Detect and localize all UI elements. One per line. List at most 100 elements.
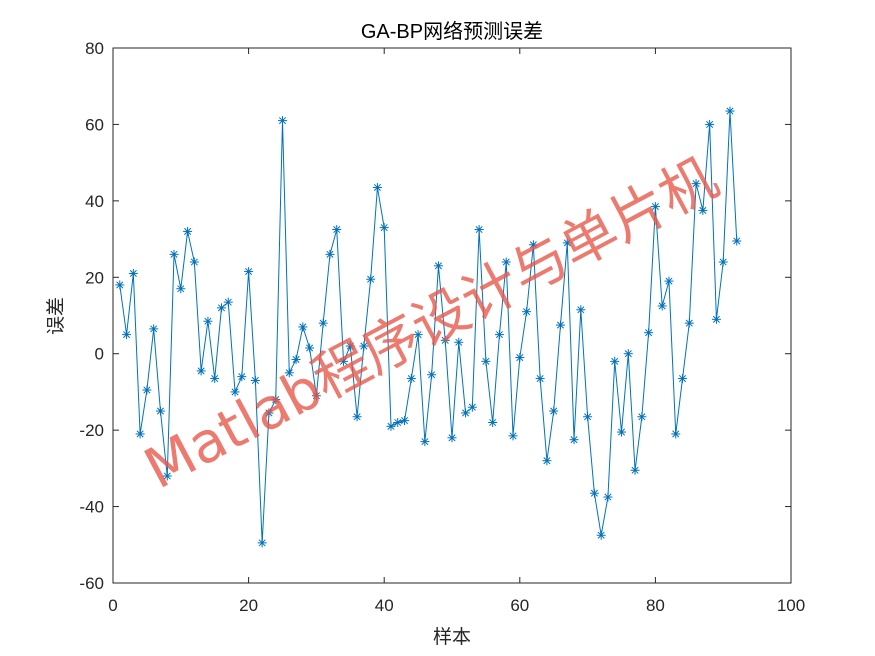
data-point-marker (183, 226, 193, 236)
data-point-marker (359, 341, 369, 351)
data-point-marker (318, 318, 328, 328)
data-point-marker (420, 437, 430, 447)
data-point-marker (488, 418, 498, 427)
data-point-marker (603, 492, 613, 502)
data-point-marker (494, 330, 504, 340)
chart-title: GA-BP网络预测误差 (361, 20, 543, 43)
x-tick-label: 40 (375, 596, 394, 615)
data-point-marker (264, 408, 274, 418)
data-point-marker (535, 374, 545, 384)
data-point-marker (732, 236, 742, 246)
data-point-marker (149, 324, 159, 334)
data-point-marker (278, 116, 287, 126)
data-point-marker (216, 303, 226, 313)
data-point-marker (345, 341, 355, 351)
data-point-marker (596, 530, 606, 540)
axes-box (112, 47, 792, 584)
data-point-marker (298, 322, 308, 332)
data-point-marker (162, 471, 172, 481)
x-tick-label: 100 (777, 596, 805, 615)
x-axis-label: 样本 (433, 626, 471, 648)
data-point-marker (664, 276, 674, 286)
data-point-marker (393, 418, 403, 427)
data-point-marker (291, 354, 301, 364)
data-point-marker (684, 318, 694, 328)
data-point-marker (657, 301, 667, 311)
data-point-marker (176, 284, 186, 294)
data-point-marker (617, 427, 626, 437)
data-point-marker (671, 429, 681, 439)
data-point-marker (311, 391, 321, 401)
data-point-marker (678, 374, 688, 384)
data-point-marker (576, 305, 586, 315)
x-tick-label: 80 (646, 596, 665, 615)
data-point-marker (325, 249, 335, 259)
data-point-marker (169, 249, 179, 259)
data-point-marker (203, 316, 213, 326)
data-point-marker (481, 356, 491, 366)
y-tick-label: 80 (85, 39, 104, 58)
y-axis-label: 误差 (45, 297, 67, 335)
y-tick-label: 0 (95, 345, 104, 364)
data-point-marker (142, 385, 152, 395)
data-point-marker (122, 330, 132, 340)
data-point-marker (705, 119, 715, 129)
data-point-marker (223, 297, 233, 307)
data-point-marker (610, 356, 620, 366)
x-tick-label: 20 (239, 596, 258, 615)
data-point-marker (271, 395, 281, 405)
data-point-marker (115, 280, 125, 290)
data-point-marker (440, 335, 450, 345)
data-point-marker (637, 412, 647, 422)
data-point-marker (372, 182, 382, 192)
data-point-marker (413, 330, 423, 340)
data-point-marker (427, 370, 437, 380)
data-point-marker (528, 240, 538, 250)
data-point-marker (196, 366, 206, 376)
data-point-marker (447, 433, 457, 443)
data-point-marker (569, 435, 579, 445)
y-tick-label: -60 (79, 574, 104, 593)
data-point-marker (366, 274, 376, 284)
data-point-marker (501, 257, 511, 267)
data-point-marker (386, 421, 396, 431)
data-point-marker (237, 372, 247, 382)
data-point-marker (474, 225, 484, 235)
data-point-marker (630, 465, 640, 475)
data-point-marker (644, 328, 654, 338)
data-layer (115, 106, 742, 548)
data-point-marker (522, 307, 532, 317)
data-point-marker (406, 374, 416, 384)
data-point-marker (433, 261, 443, 271)
data-point-marker (257, 538, 267, 548)
data-point-marker (650, 202, 660, 212)
data-point-marker (542, 456, 552, 466)
data-point-marker (555, 320, 565, 330)
data-point-marker (508, 431, 518, 441)
data-point-marker (623, 349, 633, 359)
data-point-marker (454, 337, 464, 347)
data-point-marker (718, 257, 728, 267)
data-point-marker (589, 488, 599, 498)
data-point-marker (549, 406, 559, 416)
data-point-marker (284, 368, 294, 378)
data-point-marker (379, 223, 389, 233)
data-point-marker (244, 267, 254, 277)
y-tick-label: 40 (85, 192, 104, 211)
data-point-marker (135, 429, 145, 439)
y-tick-label: 60 (85, 115, 104, 134)
y-tick-label: 20 (85, 268, 104, 287)
data-point-marker (698, 205, 708, 215)
data-point-marker (210, 374, 220, 384)
data-point-marker (583, 412, 593, 422)
data-point-marker (461, 408, 471, 418)
x-tick-label: 60 (510, 596, 529, 615)
plot-area (113, 48, 791, 583)
data-point-marker (400, 416, 410, 426)
tick-layer: 0 20 40 60 80 100 -60 -40 -20 0 20 40 60 80 (79, 39, 805, 615)
data-point-marker (467, 402, 477, 412)
data-point-marker (725, 106, 735, 116)
data-point-marker (515, 353, 525, 363)
y-tick-label: -20 (79, 421, 104, 440)
